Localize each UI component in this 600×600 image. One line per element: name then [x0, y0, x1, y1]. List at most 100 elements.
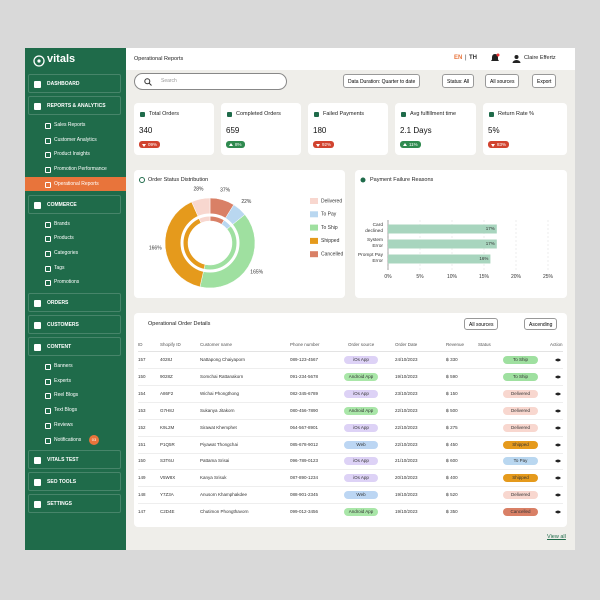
- top-bar: [126, 48, 575, 70]
- legend-label: Delivered: [321, 198, 342, 204]
- failure-panel: Payment Failure Reasons 0% 5% 10% 15% 20% 25%…: [355, 170, 567, 298]
- table-cell: 151: [138, 441, 146, 447]
- nav-item[interactable]: VITALS TEST: [28, 450, 121, 470]
- nav-item[interactable]: CUSTOMERS: [28, 315, 121, 334]
- nav-subitem[interactable]: Notifications 03: [25, 433, 126, 447]
- lang-en[interactable]: EN: [454, 55, 463, 61]
- view-all-link[interactable]: View all: [547, 534, 566, 540]
- eye-icon[interactable]: [555, 492, 561, 498]
- status-pill: Cancelled: [503, 508, 538, 517]
- view-action[interactable]: [555, 443, 561, 446]
- source-pill: iOs App: [344, 356, 378, 364]
- kpi-title: Total Orders: [149, 111, 179, 117]
- table-cell: 087-890-1234: [290, 475, 319, 481]
- kpi-card: Total Orders 340 09%: [134, 103, 214, 155]
- status-pill: Delivered: [503, 491, 538, 500]
- table-cell: ฿ 350: [446, 509, 458, 515]
- trend-arrow: [316, 143, 320, 147]
- view-action[interactable]: [555, 375, 561, 379]
- eye-icon[interactable]: [555, 357, 561, 363]
- nav-subitem[interactable]: Product Insights: [25, 147, 126, 161]
- table-cell: 085-678-9012: [290, 441, 319, 447]
- row-divider: [138, 503, 563, 505]
- pie-value-label: 165%: [250, 269, 263, 275]
- x-tick-label: 5%: [416, 274, 424, 280]
- column-header: Customer name: [200, 342, 233, 347]
- nav-subitem[interactable]: Customer Analytics: [25, 133, 126, 147]
- nav-subitem[interactable]: Banners: [25, 359, 126, 373]
- nav-item[interactable]: SEO TOOLS: [28, 472, 121, 492]
- table-cell: Sirawat Khemphet: [200, 424, 237, 430]
- view-action[interactable]: [555, 493, 561, 497]
- bar: [388, 254, 491, 264]
- table-cell: 21/10/2023: [395, 458, 418, 464]
- eye-icon[interactable]: [555, 475, 561, 481]
- nav-subitem[interactable]: Reel Blogs: [25, 388, 126, 402]
- nav-item[interactable]: REPORTS & ANALYTICS: [28, 96, 121, 115]
- eye-icon[interactable]: [555, 425, 561, 431]
- table-sort[interactable]: Ascending: [524, 318, 558, 330]
- kpi-card: Failed Payments 180 92%: [308, 103, 388, 155]
- nav-subitem[interactable]: Text Blogs: [25, 403, 126, 417]
- table-cell: 157: [138, 357, 146, 362]
- bar-chart: 0% 5% 10% 15% 20% 25% 17% 17% 16%: [360, 177, 554, 280]
- eye-icon[interactable]: [555, 408, 561, 414]
- eye-icon[interactable]: [555, 442, 561, 448]
- eye-icon[interactable]: [555, 374, 561, 380]
- column-header: Action: [550, 342, 563, 347]
- duration-select[interactable]: Data Duration: Quarter to date: [343, 74, 421, 88]
- eye-icon[interactable]: [555, 458, 561, 464]
- nav-icon: [34, 201, 41, 209]
- nav-subitem[interactable]: Promotions: [25, 275, 126, 289]
- nav-subitem[interactable]: Reviews: [25, 418, 126, 432]
- view-action[interactable]: [555, 510, 561, 514]
- notification-badge: 03: [89, 434, 99, 445]
- kpi-change: 83%: [488, 141, 510, 148]
- kpi-change: 09%: [139, 141, 161, 148]
- source-filter[interactable]: All sources: [485, 74, 520, 88]
- nav-item[interactable]: ORDERS: [28, 293, 121, 312]
- row-divider: [138, 435, 563, 437]
- nav-subicon: [45, 265, 51, 272]
- bell-icon[interactable]: [490, 53, 500, 63]
- view-action[interactable]: [555, 358, 561, 362]
- x-tick-label: 10%: [447, 274, 458, 280]
- view-action[interactable]: [555, 476, 561, 480]
- view-action[interactable]: [555, 409, 561, 413]
- nav-item[interactable]: SETTINGS: [28, 494, 121, 514]
- table-cell: 20/10/2023: [395, 475, 418, 481]
- view-action[interactable]: [555, 426, 561, 430]
- header-divider: [138, 351, 563, 352]
- user-name[interactable]: Claire Effertz: [524, 55, 556, 61]
- nav-subitem[interactable]: Experts: [25, 374, 126, 388]
- lang-th[interactable]: TH: [469, 55, 477, 61]
- eye-icon[interactable]: [555, 509, 561, 515]
- table-cell: ฿ 500: [446, 407, 458, 413]
- table-cell: 154: [138, 390, 146, 396]
- nav-subitem[interactable]: Promotion Performance: [25, 162, 126, 176]
- nav-subitem[interactable]: Operational Reports: [25, 176, 126, 191]
- nav-subitem[interactable]: Sales Reports: [25, 118, 126, 132]
- trend-arrow: [491, 143, 495, 147]
- kpi-change: 11%: [400, 141, 421, 148]
- search-box[interactable]: Search: [134, 73, 287, 90]
- eye-icon[interactable]: [555, 391, 561, 397]
- nav-item[interactable]: CONTENT: [28, 337, 121, 356]
- status-filter[interactable]: Status: All: [442, 74, 475, 88]
- nav-item[interactable]: COMMERCE: [28, 194, 121, 214]
- row-divider: [138, 486, 563, 488]
- view-action[interactable]: [555, 459, 561, 463]
- view-action[interactable]: [555, 392, 561, 396]
- export-button[interactable]: Export: [532, 74, 557, 88]
- avatar[interactable]: [512, 54, 521, 63]
- legend-swatch: [310, 237, 318, 244]
- nav-subitem[interactable]: Products: [25, 231, 126, 245]
- nav-subicon: [45, 280, 51, 287]
- nav-icon: [34, 344, 41, 351]
- nav-item[interactable]: DASHBOARD: [28, 74, 121, 93]
- nav-subitem[interactable]: Categories: [25, 246, 126, 260]
- trend-arrow: [142, 143, 146, 147]
- nav-subitem[interactable]: Tags: [25, 261, 126, 275]
- nav-subitem[interactable]: Brands: [25, 217, 126, 231]
- table-source-filter[interactable]: All sources: [464, 318, 499, 330]
